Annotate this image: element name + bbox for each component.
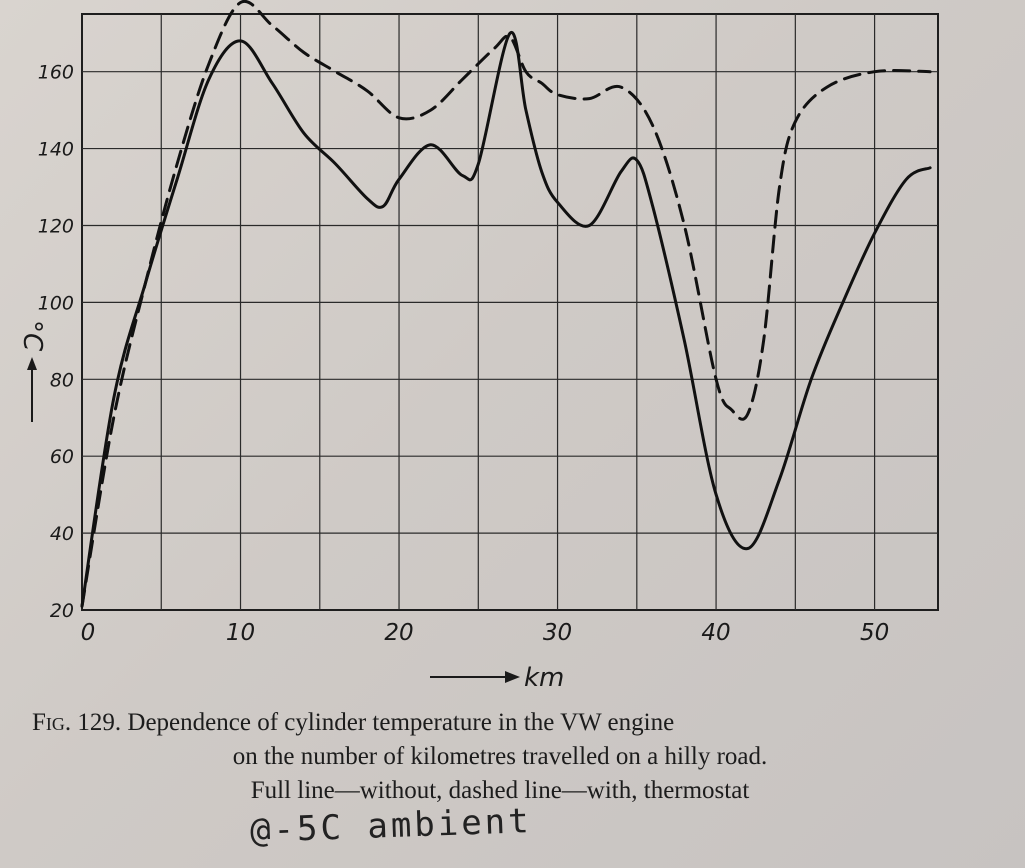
figure-caption-line1: Fig. 129. Dependence of cylinder tempera…: [32, 706, 972, 740]
y-tick-label: 60: [50, 446, 74, 468]
y-tick-label: 40: [50, 523, 74, 545]
tick-labels: 20 40 60 80 100 120 140 160 0 10 20 30 40 50: [38, 62, 889, 646]
y-tick-label: 140: [38, 139, 74, 161]
x-tick-label: 20: [384, 620, 413, 646]
x-axis-title: km: [430, 663, 564, 693]
figure-caption-line2: on the number of kilometres travelled on…: [232, 743, 768, 770]
x-tick-label: 50: [860, 620, 889, 646]
y-axis-title: °C: [17, 320, 47, 422]
chart-grid: [81, 13, 939, 611]
series-line-solid: [80, 31, 932, 608]
figure-caption-line3: Full line—without, dashed line—with, the…: [250, 777, 750, 804]
figure-number: Fig. 129.: [32, 709, 122, 736]
y-tick-label: 80: [50, 369, 74, 391]
x-tick-label: 10: [226, 620, 255, 646]
caption-text-1: Dependence of cylinder temperature in th…: [127, 709, 675, 736]
y-tick-label: 100: [38, 292, 74, 314]
y-tick-label: 20: [50, 600, 74, 622]
temperature-chart: 20 40 60 80 100 120 140 160 0 10 20 30 40 50 km °C: [17, 0, 939, 693]
y-tick-label: 120: [38, 215, 74, 237]
plot-frame: [81, 13, 939, 611]
x-tick-label: 0: [81, 620, 96, 646]
x-tick-label: 30: [543, 620, 572, 646]
y-tick-label: 160: [38, 62, 74, 84]
x-axis-label: km: [524, 663, 564, 693]
handwritten-note: @-5C ambient: [249, 801, 533, 851]
x-tick-label: 40: [701, 620, 730, 646]
series-line-dashed: [80, 0, 932, 608]
series-group: [80, 0, 932, 608]
y-axis-label: °C: [17, 320, 47, 352]
